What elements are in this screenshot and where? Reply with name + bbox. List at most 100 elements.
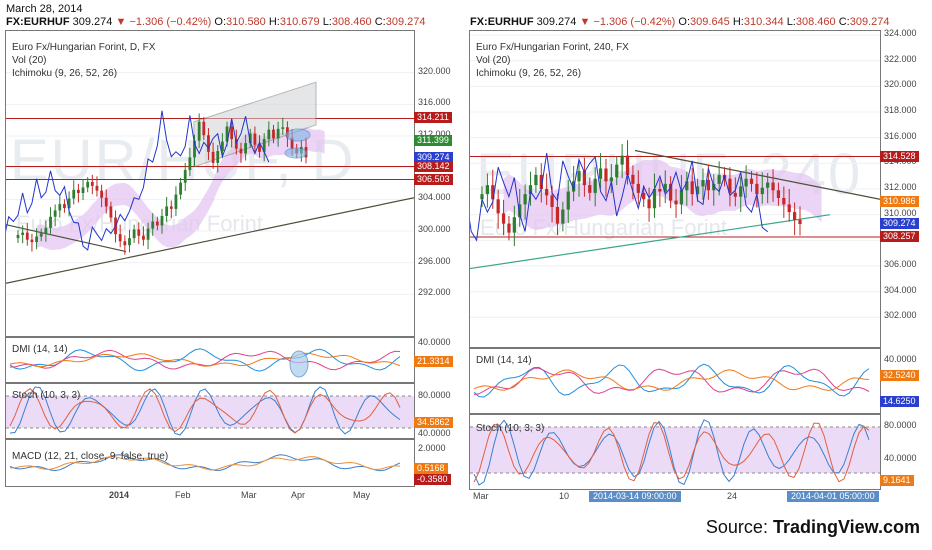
right-c-label: C: — [838, 16, 850, 28]
price-tick-4: 304.000 — [418, 192, 451, 203]
right-stoch-panel[interactable]: Stoch (10, 3, 3) — [469, 414, 881, 490]
right-stoch-label: Stoch (10, 3, 3) — [476, 423, 545, 434]
left-main-panel[interactable]: EUR/HUF, D Euro Fx/Hungarian Forint Euro… — [5, 30, 415, 337]
source-credit: Source: TradingView.com — [706, 517, 920, 538]
candle-body-16 — [90, 181, 94, 186]
right-h-label: H: — [732, 16, 744, 28]
candle-body-2 — [25, 232, 29, 240]
candle-body-49 — [744, 178, 748, 187]
candle-body-36 — [674, 200, 678, 205]
left-last: 309.274 — [72, 16, 113, 28]
right-high: 310.344 — [743, 16, 784, 28]
left-stoch-panel[interactable]: Stoch (10, 3, 3) — [5, 383, 415, 439]
price-badge-1: 310.986 — [880, 196, 919, 207]
indicator-badge-6: 0.5168 — [414, 463, 448, 474]
candle-body-11 — [539, 174, 543, 189]
left-time-tick-1: Feb — [175, 490, 191, 500]
candle-body-32 — [652, 189, 657, 209]
candle-body-23 — [123, 241, 127, 246]
price-tick-3: 318.000 — [884, 105, 917, 115]
candle-body-45 — [225, 126, 229, 142]
price-badge-0: 314.528 — [880, 150, 919, 162]
price-badge-1: 311.399 — [414, 134, 452, 146]
candle-body-49 — [244, 143, 248, 154]
left-macd-panel[interactable]: MACD (12, 21, close, 9, false, true) — [5, 439, 415, 487]
candle-body-4 — [35, 236, 38, 243]
candle-body-48 — [739, 186, 743, 197]
indicator-line-1 — [473, 422, 870, 483]
right-ichimoku-label: Ichimoku (9, 26, 52, 26) — [476, 68, 582, 79]
price-tick-1: 322.000 — [884, 53, 917, 64]
right-change: ▼ −1.306 (−0.42%) — [579, 16, 676, 28]
left-time-axis[interactable]: 2014 Feb Mar Apr May — [5, 490, 413, 502]
left-l-label: L: — [322, 16, 332, 28]
candle-body-28 — [631, 174, 635, 184]
candle-body-34 — [663, 183, 667, 192]
indicator-tick-5: 2.0000 — [418, 443, 446, 453]
right-o-label: O: — [678, 16, 691, 28]
price-tick-7: 292.000 — [418, 287, 451, 298]
candle-body-22 — [598, 168, 603, 179]
candle-body-1 — [485, 185, 490, 195]
candle-body-41 — [207, 135, 210, 152]
right-dmi-panel[interactable]: DMI (14, 14) — [469, 348, 881, 414]
right-open: 309.645 — [690, 16, 730, 28]
candle-body-42 — [211, 151, 215, 163]
candle-body-14 — [555, 206, 560, 224]
candle-body-38 — [685, 181, 689, 191]
candle-body-12 — [545, 189, 549, 196]
right-price-chart[interactable] — [470, 31, 880, 347]
left-dmi-panel[interactable]: DMI (14, 14) — [5, 337, 415, 383]
right-dmi-label: DMI (14, 14) — [476, 355, 532, 366]
candle-body-53 — [262, 139, 266, 152]
left-price-chart[interactable] — [6, 31, 414, 336]
candle-body-2 — [491, 185, 495, 200]
candle-body-11 — [67, 198, 71, 209]
right-last: 309.274 — [536, 16, 577, 28]
candle-body-12 — [72, 189, 76, 199]
candle-body-8 — [53, 210, 57, 217]
candle-body-52 — [760, 187, 764, 195]
candle-body-56 — [782, 197, 786, 205]
candle-body-14 — [81, 187, 85, 193]
candle-body-27 — [142, 235, 145, 240]
right-dmi-plot — [473, 363, 870, 398]
candle-body-36 — [183, 170, 187, 183]
candle-body-17 — [95, 185, 99, 191]
left-dmi-plot — [9, 348, 401, 378]
candle-body-30 — [642, 192, 646, 200]
candle-body-10 — [63, 204, 66, 209]
candle-body-10 — [534, 174, 538, 186]
indicator-badge-5: 9.1641 — [880, 475, 914, 486]
indicator-badge-3: 34.5862 — [414, 417, 453, 428]
price-badge-4: 306.503 — [414, 173, 453, 185]
left-low: 308.460 — [331, 16, 372, 28]
candle-body-26 — [137, 229, 141, 236]
candle-body-1 — [21, 232, 25, 235]
stoch-band — [470, 427, 880, 473]
left-h-label: H: — [268, 16, 280, 28]
candle-body-5 — [39, 233, 43, 237]
candle-body-42 — [706, 180, 710, 191]
candle-body-57 — [787, 204, 791, 213]
right-l-label: L: — [786, 16, 796, 28]
right-stoch-plot — [470, 419, 880, 486]
indicator-line-2 — [473, 369, 870, 392]
candle-body-53 — [766, 182, 770, 188]
left-macd-plot — [9, 454, 401, 472]
left-price-axis[interactable]: 320.000316.000312.000308.000304.000300.0… — [414, 30, 464, 335]
candle-body-33 — [658, 189, 662, 192]
candle-body-37 — [679, 190, 684, 205]
candle-body-43 — [712, 183, 716, 191]
candle-body-24 — [609, 177, 613, 182]
indicator-badge-2: 14.6250 — [880, 396, 919, 407]
price-tick-2: 320.000 — [884, 79, 917, 90]
right-price-axis[interactable]: 324.000322.000320.000318.000316.000314.0… — [880, 28, 930, 346]
candle-body-56 — [276, 128, 280, 139]
right-main-panel[interactable]: EURHUF, 240 Euro Fx/Hungarian Forint Eur… — [469, 30, 881, 348]
right-vol-label: Vol (20) — [476, 55, 511, 66]
candle-body-43 — [216, 151, 220, 163]
indicator-tick-0: 40.0000 — [418, 337, 451, 347]
candle-body-46 — [230, 126, 234, 140]
